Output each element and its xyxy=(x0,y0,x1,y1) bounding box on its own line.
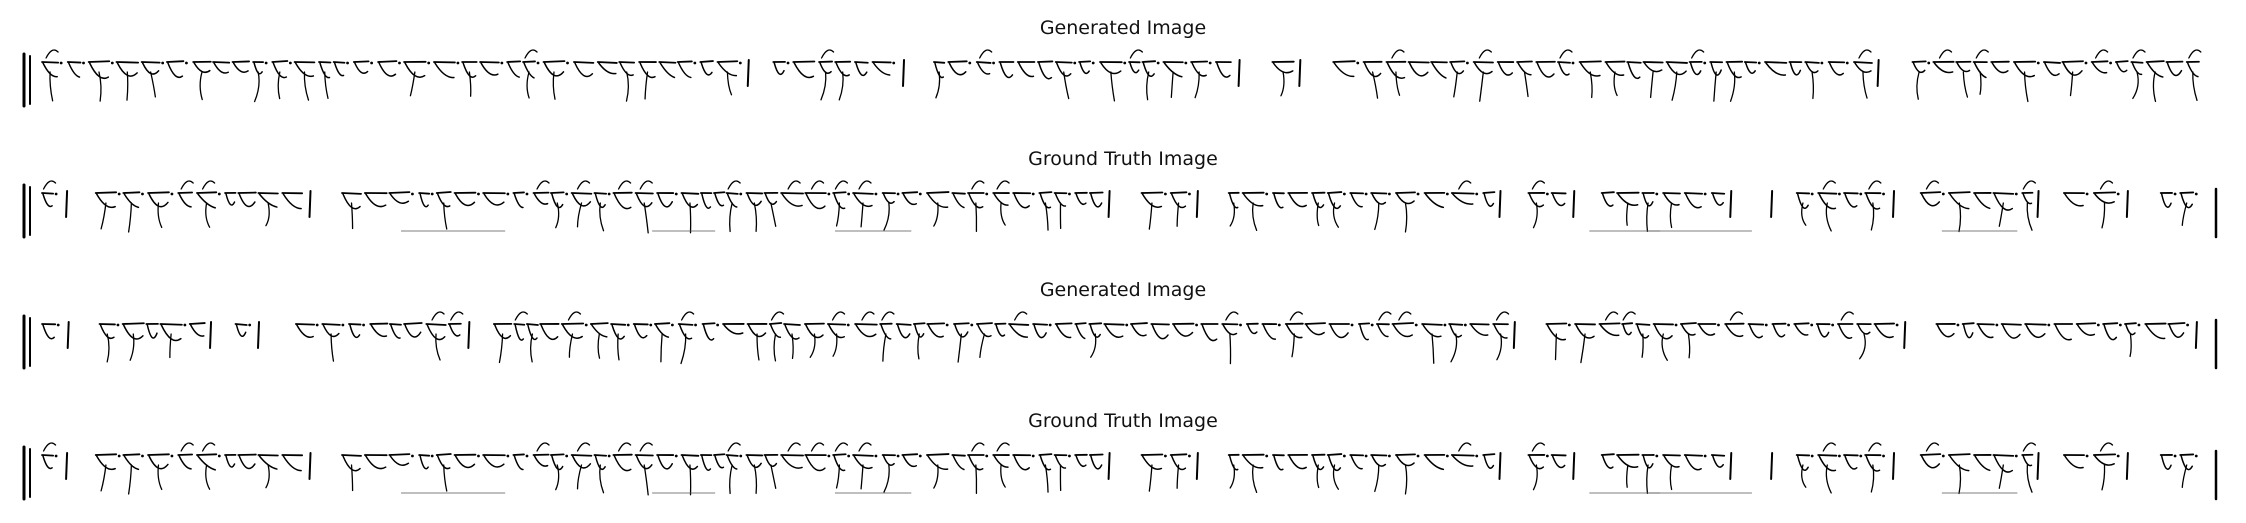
manuscript-line xyxy=(22,180,2218,239)
panel-generated-2: Generated Image xyxy=(0,262,2246,392)
panel-generated-1: Generated Image xyxy=(0,0,2246,130)
manuscript-line xyxy=(22,49,2202,108)
panel-ground-truth-2: Ground Truth Image xyxy=(0,393,2246,523)
panel-title: Ground Truth Image xyxy=(1028,148,1218,170)
panel-title: Generated Image xyxy=(1039,279,1207,301)
panel-title: Generated Image xyxy=(1039,17,1207,39)
script-line-image xyxy=(20,44,2226,116)
manuscript-line xyxy=(22,442,2218,501)
panel-title: Ground Truth Image xyxy=(1028,410,1218,432)
script-line-image xyxy=(20,437,2226,509)
script-line-image xyxy=(20,306,2226,378)
manuscript-line xyxy=(22,311,2218,370)
panel-ground-truth-1: Ground Truth Image xyxy=(0,131,2246,261)
script-line-image xyxy=(20,175,2226,247)
